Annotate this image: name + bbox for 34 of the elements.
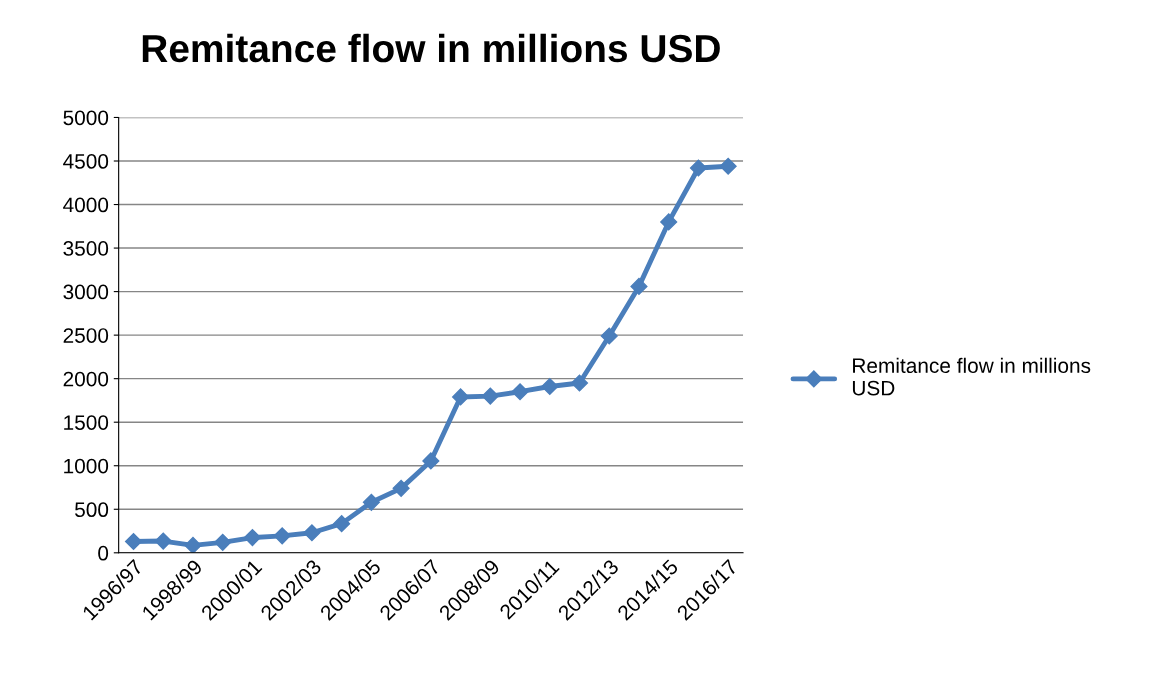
point (719, 157, 737, 175)
point (154, 532, 172, 550)
point (214, 533, 232, 551)
y-tick-label: 3000 (63, 284, 109, 300)
point (392, 479, 410, 497)
y-tick-label: 500 (75, 502, 109, 518)
y-tick-label: 1500 (64, 415, 109, 430)
y-tick-label: 2500 (63, 328, 109, 343)
legend-label: Remitance flow in millions USD (852, 357, 1091, 396)
y-tick-label: 4500 (63, 154, 109, 169)
point (689, 159, 707, 177)
y-tick-label: 5000 (63, 110, 109, 126)
point (362, 493, 380, 511)
point (273, 527, 291, 545)
y-tick-label: 1000 (64, 458, 109, 474)
point (124, 532, 143, 551)
point (303, 524, 321, 542)
y-tick-label: 2000 (63, 371, 109, 387)
point (600, 327, 618, 345)
point (541, 377, 559, 396)
point (422, 452, 440, 470)
y-tick-label: 0 (98, 545, 109, 561)
point (184, 536, 202, 553)
point (511, 383, 529, 401)
point (481, 387, 499, 405)
point (452, 388, 470, 406)
point (333, 515, 351, 533)
y-tick-label: 4000 (63, 197, 109, 213)
chart-title: Remitance flow in millions USD (142, 33, 720, 63)
point (570, 374, 589, 392)
y-tick-label: 3500 (63, 241, 109, 256)
point (630, 277, 648, 295)
point (660, 213, 678, 231)
point (243, 529, 262, 547)
